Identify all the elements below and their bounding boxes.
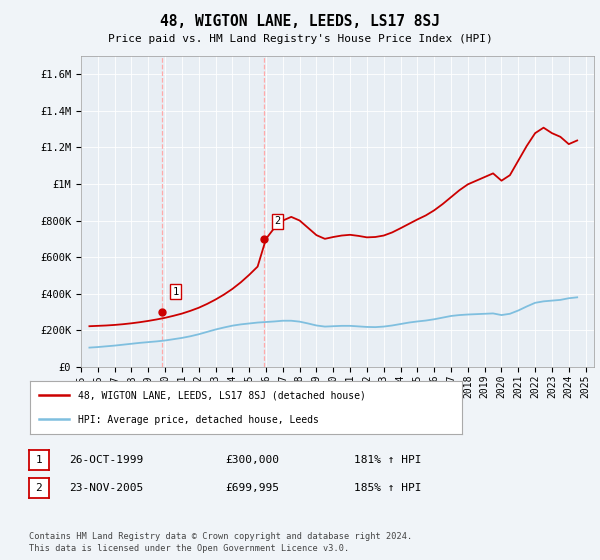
Text: 181% ↑ HPI: 181% ↑ HPI <box>354 455 421 465</box>
Text: 48, WIGTON LANE, LEEDS, LS17 8SJ (detached house): 48, WIGTON LANE, LEEDS, LS17 8SJ (detach… <box>77 391 365 401</box>
Text: Contains HM Land Registry data © Crown copyright and database right 2024.
This d: Contains HM Land Registry data © Crown c… <box>29 532 412 553</box>
Text: £300,000: £300,000 <box>225 455 279 465</box>
Text: Price paid vs. HM Land Registry's House Price Index (HPI): Price paid vs. HM Land Registry's House … <box>107 34 493 44</box>
Text: 23-NOV-2005: 23-NOV-2005 <box>69 483 143 493</box>
Text: 2: 2 <box>274 216 281 226</box>
Text: 2: 2 <box>35 483 43 493</box>
Text: HPI: Average price, detached house, Leeds: HPI: Average price, detached house, Leed… <box>77 414 319 424</box>
Text: 1: 1 <box>172 287 179 297</box>
Text: 26-OCT-1999: 26-OCT-1999 <box>69 455 143 465</box>
Text: 1: 1 <box>35 455 43 465</box>
Text: 48, WIGTON LANE, LEEDS, LS17 8SJ: 48, WIGTON LANE, LEEDS, LS17 8SJ <box>160 14 440 29</box>
Text: 185% ↑ HPI: 185% ↑ HPI <box>354 483 421 493</box>
Text: £699,995: £699,995 <box>225 483 279 493</box>
